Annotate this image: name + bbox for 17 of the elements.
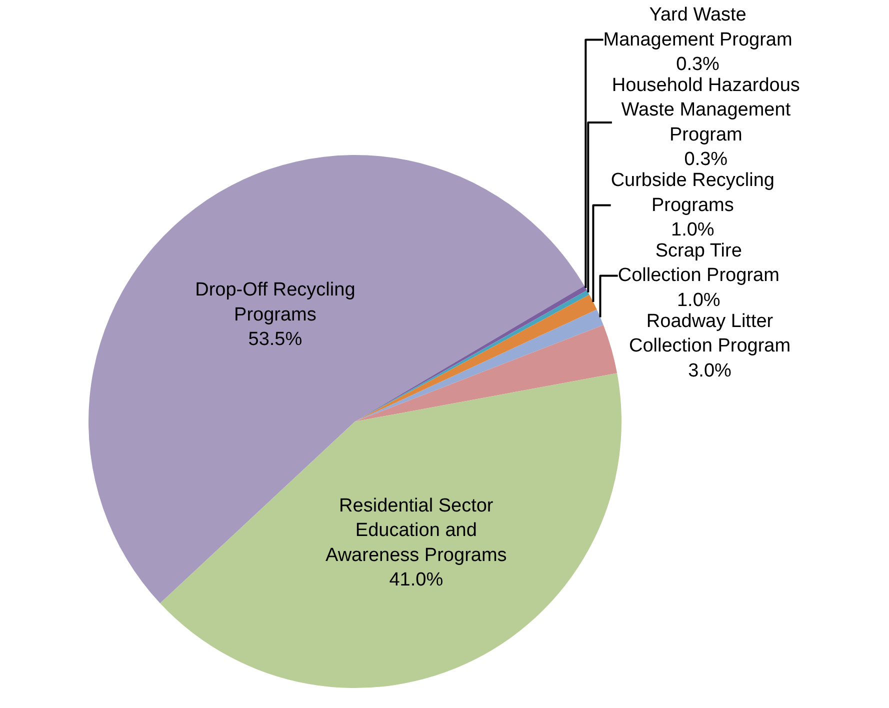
- slice-label: Scrap Tire Collection Program: [618, 240, 780, 286]
- data-label: 1.0%: [676, 290, 720, 311]
- slice-label: Drop-Off Recycling Programs: [195, 280, 356, 326]
- slice-label: Residential Sector Education and Awareness Programs: [326, 495, 507, 566]
- data-label: 41.0%: [389, 569, 444, 590]
- pie-slice: [88, 155, 584, 604]
- slice-label: Household Hazardous Waste Management Program: [612, 75, 800, 146]
- pie-slice: [355, 324, 618, 422]
- slice-label: Yard Waste Management Program: [603, 4, 792, 50]
- data-label: 53.5%: [248, 328, 302, 350]
- data-label: 1.0%: [671, 220, 714, 240]
- data-label: 3.0%: [688, 360, 732, 382]
- pie-slice: [160, 373, 622, 688]
- slice-label: Roadway Litter Collection Program: [628, 310, 791, 357]
- slice-label: Curbside Recycling Programs: [610, 170, 775, 216]
- data-label: 0.3%: [684, 149, 728, 170]
- data-label: 0.3%: [676, 54, 720, 75]
